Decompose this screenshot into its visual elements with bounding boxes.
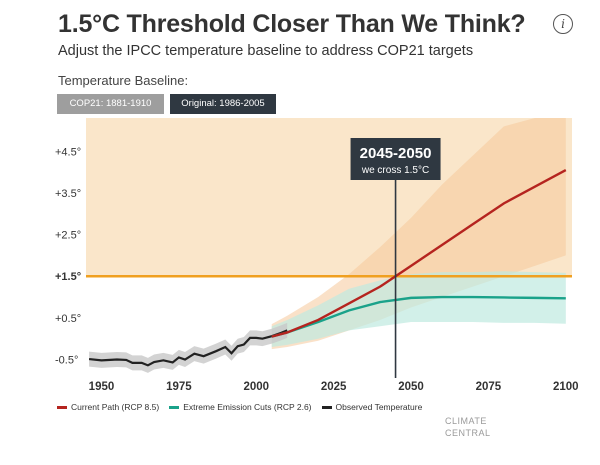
extreme-cuts-swatch-icon <box>169 405 180 409</box>
climate-central-logo: CLIMATE CENTRAL <box>445 416 491 438</box>
callout-box <box>350 138 441 180</box>
baseline-original-button[interactable]: Original: 1986-2005 <box>170 94 276 114</box>
x-tick-label: 1975 <box>166 381 192 393</box>
info-icon[interactable]: i <box>553 14 573 34</box>
legend-item-current-path[interactable]: Current Path (RCP 8.5) <box>57 402 159 412</box>
x-tick-label: 1950 <box>89 381 115 393</box>
callout-title: 2045-2050 <box>360 145 432 162</box>
baseline-cop21-button[interactable]: COP21: 1881-1910 <box>57 94 164 114</box>
rcp85-line <box>271 168 567 338</box>
x-tick-label: 2075 <box>476 381 502 393</box>
chart-legend: Current Path (RCP 8.5) Extreme Emission … <box>57 402 422 412</box>
y-tick-label: +3.5° <box>55 188 81 200</box>
legend-label-observed: Observed Temperature <box>335 402 423 412</box>
rcp26-uncertainty-band <box>271 271 566 348</box>
x-tick-label: 2050 <box>398 381 424 393</box>
y-tick-label: +4.5° <box>55 146 81 158</box>
x-tick-label: 2100 <box>553 381 579 393</box>
observed-uncertainty-band <box>89 322 288 373</box>
legend-label-extreme-cuts: Extreme Emission Cuts (RCP 2.6) <box>183 402 312 412</box>
y-tick-label: +1.5° <box>55 271 81 283</box>
observed-swatch-icon <box>321 405 332 409</box>
x-tick-label: 2000 <box>243 381 269 393</box>
baseline-label: Temperature Baseline: <box>58 73 189 88</box>
callout-subtitle: we cross 1.5°C <box>361 165 429 176</box>
legend-item-observed[interactable]: Observed Temperature <box>321 402 423 412</box>
page-title: 1.5°C Threshold Closer Than We Think? <box>58 10 526 38</box>
y-tick-label: +2.5° <box>55 230 81 242</box>
x-tick-label: 2025 <box>321 381 347 393</box>
y-tick-label: -0.5° <box>55 355 78 367</box>
observed-line <box>88 329 288 367</box>
rcp26-line <box>271 295 566 338</box>
page-subtitle: Adjust the IPCC temperature baseline to … <box>58 43 474 59</box>
current-path-swatch-icon <box>57 405 67 409</box>
legend-item-extreme-cuts[interactable]: Extreme Emission Cuts (RCP 2.6) <box>169 402 312 412</box>
legend-label-current-path: Current Path (RCP 8.5) <box>71 402 160 412</box>
y-tick-label: +0.5° <box>55 313 81 325</box>
